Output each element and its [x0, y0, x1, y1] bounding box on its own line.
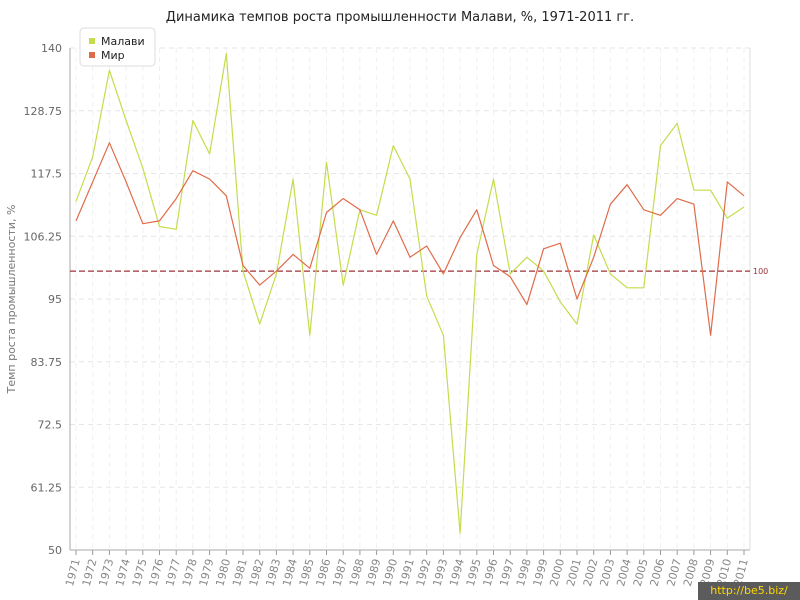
- y-tick-label: 117.5: [31, 168, 63, 181]
- legend-swatch-world: [89, 52, 95, 58]
- y-tick-label: 128.75: [24, 105, 63, 118]
- series-line-malawi: [75, 52, 745, 534]
- legend: Малави Мир: [79, 27, 156, 67]
- y-axis-label: Темп роста промышленности, %: [5, 205, 18, 395]
- reference-line-label: 100: [753, 267, 768, 276]
- series-line-world: [75, 142, 745, 336]
- axes: [69, 48, 751, 555]
- y-tick-label: 106.25: [24, 230, 63, 243]
- legend-box: [79, 27, 156, 67]
- y-tick-label: 95: [48, 293, 62, 306]
- watermark: http://be5.biz/: [698, 582, 800, 600]
- chart-title: Динамика темпов роста промышленности Мал…: [165, 10, 635, 25]
- grid: [70, 47, 750, 551]
- series-lines: [75, 52, 745, 534]
- y-tick-label: 50: [48, 544, 62, 557]
- legend-swatch-malawi: [89, 38, 95, 44]
- y-tick-label: 140: [41, 42, 62, 55]
- y-tick-label: 61.25: [31, 481, 63, 494]
- y-tick-labels: 50 61.25 72.5 83.75 95 106.25 117.5 128.75 140: [24, 42, 63, 557]
- y-tick-label: 72.5: [38, 419, 63, 432]
- legend-label-malawi: Малави: [101, 35, 145, 48]
- legend-label-world: Мир: [101, 49, 125, 62]
- x-tick-labels: 1971197219731974197519761977197819791980…: [63, 557, 751, 587]
- y-tick-label: 83.75: [31, 356, 63, 369]
- reference-line-group: 100: [70, 267, 768, 276]
